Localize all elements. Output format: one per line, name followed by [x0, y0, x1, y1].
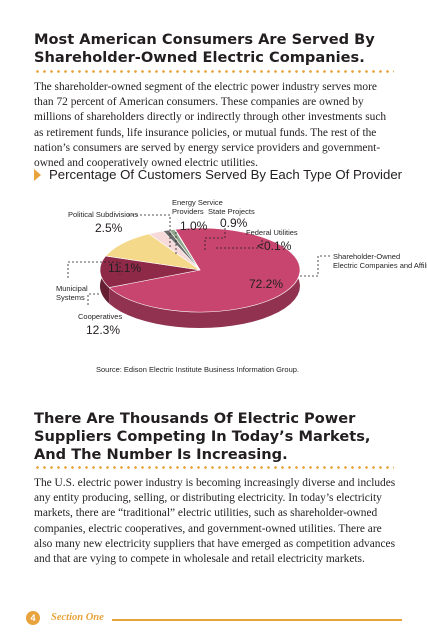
leader-cooperatives: [87, 293, 100, 305]
label-energy-service-providers-line1: Energy Service: [172, 198, 223, 207]
label-cooperatives: Cooperatives: [78, 312, 122, 321]
label-municipal-line1: Municipal: [56, 284, 88, 293]
pie-slice-shareholder-owned-electric-companies-and-affiliates: [108, 227, 301, 313]
chart-title: Percentage Of Customers Served By Each T…: [34, 167, 404, 182]
value-political-subdivisions: 2.5%: [95, 221, 123, 235]
leader-municipal: [67, 261, 121, 278]
section-heading-consumers: Most American Consumers Are Served By Sh…: [34, 31, 394, 67]
leader-state-projects: [204, 228, 226, 250]
dotted-divider: [34, 70, 394, 73]
chart-source: Source: Edison Electric Institute Busine…: [96, 365, 299, 374]
section-heading-suppliers: There Are Thousands Of Electric Power Su…: [34, 410, 394, 464]
bullet-triangle-icon: [34, 168, 41, 181]
value-energy-service-providers: 1.0%: [180, 219, 208, 233]
paragraph-consumers: The shareholder-owned segment of the ele…: [34, 81, 387, 170]
paragraph-suppliers: The U.S. electric power industry is beco…: [34, 477, 396, 566]
footer-rule: [112, 619, 402, 621]
dotted-divider: [34, 466, 394, 469]
label-state-projects: State Projects: [208, 207, 255, 216]
label-political-subdivisions: Political Subdivisions: [68, 210, 138, 219]
pie-slice-cooperatives: [99, 255, 201, 288]
pie-slice-municipal-systems: [105, 233, 201, 271]
value-federal-utilities: <0.1%: [257, 239, 292, 253]
leader-shareholder-owned: [300, 255, 330, 277]
label-municipal-line2: Systems: [56, 293, 85, 302]
heading-line: Most American Consumers Are Served By: [34, 31, 375, 48]
leader-federal-utilities: [215, 240, 263, 249]
page-number: 4: [26, 611, 40, 625]
heading-line: Suppliers Competing In Today’s Markets,: [34, 428, 371, 445]
chart-title-text: Percentage Of Customers Served By Each T…: [49, 167, 403, 182]
leader-political-subdivisions: [128, 214, 171, 248]
heading-line: There Are Thousands Of Electric Power: [34, 410, 356, 427]
value-shareholder-owned: 72.2%: [249, 277, 283, 291]
label-energy-service-providers-line2: Providers: [172, 207, 204, 216]
value-municipal: 11.1%: [108, 261, 141, 275]
pie-chart: Political Subdivisions 2.5% Energy Servi…: [56, 198, 427, 374]
label-shareholder-owned-line2: Electric Companies and Affiliates: [333, 261, 427, 270]
label-shareholder-owned-line1: Shareholder-Owned: [333, 252, 400, 261]
heading-line: And The Number Is Increasing.: [34, 446, 288, 463]
label-federal-utilities: Federal Utilities: [246, 228, 298, 237]
value-cooperatives: 12.3%: [86, 323, 120, 337]
heading-line: Shareholder-Owned Electric Companies.: [34, 49, 365, 66]
section-label: Section One: [51, 612, 104, 623]
value-state-projects: 0.9%: [220, 216, 248, 230]
pie-slice-federal-utilities: [174, 229, 201, 271]
